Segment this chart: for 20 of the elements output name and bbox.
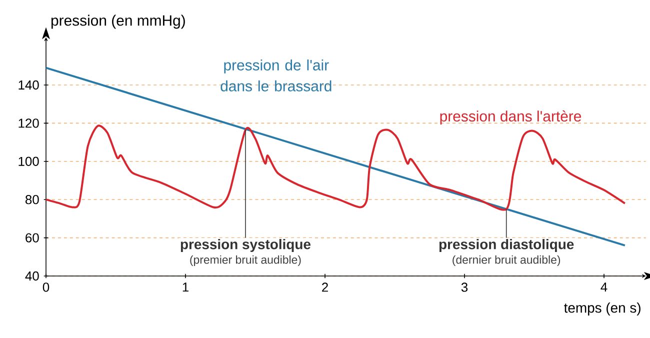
annotation: pression diastolique (439, 238, 574, 252)
annotation: pression systolique (180, 238, 310, 252)
y-tick-label: 80 (26, 195, 39, 204)
y-tick-label: 40 (25, 271, 39, 281)
annotation: (dernier bruit audible) (452, 255, 560, 266)
annotation: (premier bruit audible) (190, 255, 301, 266)
x-tick-label: 4 (600, 282, 608, 292)
x-tick-label: 0 (42, 282, 50, 292)
line-series (45, 125, 626, 211)
x-tick-label: 3 (461, 282, 468, 292)
y-tick-label: 140 (18, 80, 39, 90)
y-tick-label: 100 (18, 156, 39, 166)
x-tick-label: 1 (182, 282, 188, 292)
y-tick-label: 60 (26, 233, 39, 242)
series-label: pression dans l'artère (440, 110, 582, 125)
y-tick-label: 120 (18, 118, 39, 128)
x-axis-title: temps (en s) (564, 302, 640, 316)
x-tick-label: 2 (322, 282, 328, 292)
y-axis-title: pression (en mmHg) (51, 14, 185, 29)
series-label: pression de l'air dans le brassard (220, 60, 332, 92)
